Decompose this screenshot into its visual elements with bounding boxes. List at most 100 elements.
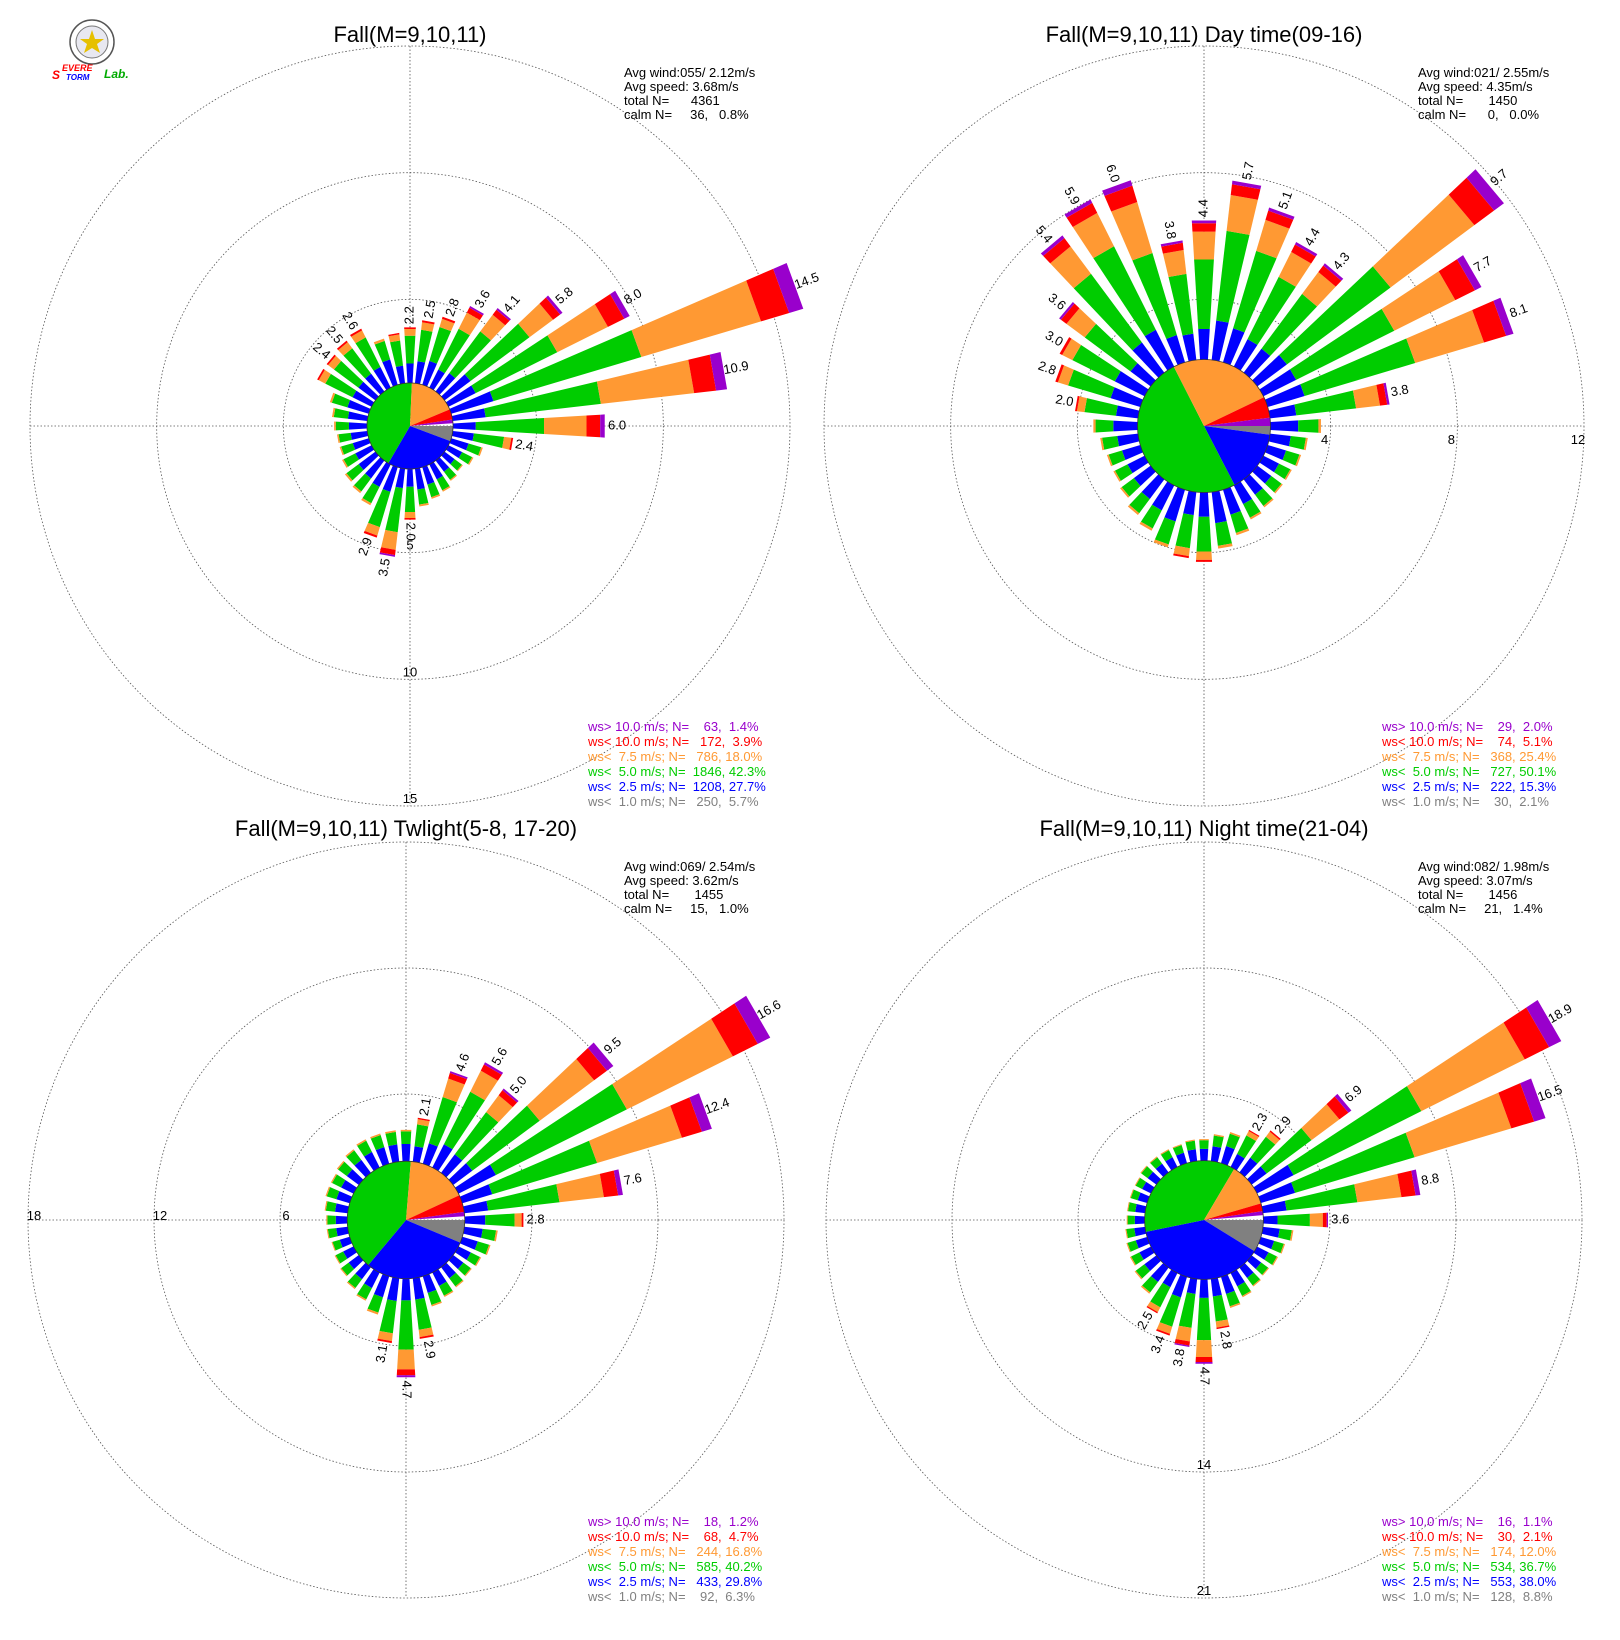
direction-bar-segment (466, 1252, 480, 1266)
bar-total-label: 8.0 (621, 285, 644, 307)
direction-bar-segment (1114, 371, 1149, 397)
direction-bar-segment (484, 381, 601, 418)
direction-bar-segment (556, 1173, 604, 1203)
legend-entry: ws> 10.0 m/s; N= 16, 1.1% (1381, 1514, 1553, 1529)
direction-bar-segment (442, 486, 451, 492)
direction-bar-segment (1093, 419, 1096, 433)
direction-bar-segment (1174, 1338, 1190, 1346)
direction-bar-segment (1135, 1203, 1147, 1214)
direction-bar-segment (1231, 180, 1262, 190)
direction-bar-segment (1140, 1285, 1151, 1294)
direction-bar-segment (1230, 1269, 1245, 1287)
direction-bar-segment (1291, 1132, 1415, 1193)
bar-total-label: 5.6 (488, 1045, 510, 1068)
bar-total-label: 5.0 (507, 1073, 530, 1096)
direction-bar-segment (382, 465, 398, 492)
direction-bar-segment (1239, 1263, 1254, 1279)
direction-bar-segment (1265, 210, 1294, 229)
direction-bar-segment (1262, 1267, 1270, 1276)
direction-bar-segment (1352, 384, 1381, 409)
bar-total-label: 2.3 (1248, 1110, 1270, 1133)
direction-bar-segment (1230, 184, 1261, 200)
direction-bar-segment (336, 1226, 349, 1237)
direction-bar-segment (381, 529, 398, 550)
direction-bar-segment (355, 1262, 371, 1280)
direction-bar-segment (1196, 1297, 1212, 1341)
pie-outline (366, 382, 454, 470)
bar-total-label: 2.0 (1054, 391, 1074, 409)
pie-slice (1204, 1168, 1262, 1220)
stats-total: total N= 1456 (1418, 887, 1517, 902)
direction-bar-segment (1102, 436, 1119, 450)
ring-label: 4 (1321, 432, 1328, 447)
bar-total-label: 2.0 (404, 523, 419, 541)
direction-bar-segment (325, 373, 357, 398)
direction-bar-segment (545, 295, 563, 315)
bar-total-label: 3.8 (1162, 220, 1180, 240)
direction-bar-segment (337, 1161, 353, 1176)
legend-entry: ws< 1.0 m/s; N= 30, 2.1% (1381, 794, 1549, 809)
direction-bar-segment (1237, 1135, 1257, 1159)
direction-bar-segment (1135, 1236, 1150, 1249)
bar-total-label: 14.5 (792, 269, 821, 292)
direction-bar-segment (1222, 328, 1245, 365)
direction-bar-segment (481, 1228, 497, 1242)
direction-bar-segment (463, 1226, 483, 1238)
direction-bar-segment (496, 308, 511, 321)
direction-bar-segment (1072, 212, 1114, 259)
direction-bar-segment (1493, 297, 1514, 336)
pie-slice (368, 1220, 461, 1279)
direction-bar-segment (388, 1144, 400, 1163)
panel-title: Fall(M=9,10,11) (333, 22, 486, 47)
direction-bar-segment (357, 1283, 372, 1300)
logo-text-severe: EVERE (62, 63, 94, 73)
direction-bar-segment (346, 1281, 356, 1290)
direction-bar-segment (406, 363, 414, 384)
direction-bar-segment (455, 1280, 464, 1288)
direction-bar-segment (421, 322, 435, 332)
stats-avg-speed: Avg speed: 3.62m/s (624, 873, 739, 888)
direction-bar-segment (325, 1201, 337, 1212)
stats-avg-speed: Avg speed: 4.35m/s (1418, 79, 1533, 94)
direction-bar-segment (332, 1174, 346, 1188)
direction-bar-segment (350, 430, 369, 440)
direction-bar-segment (329, 392, 336, 403)
direction-bar-segment (1139, 521, 1153, 531)
direction-bar-segment (1354, 1173, 1402, 1203)
direction-bar-segment (1066, 308, 1097, 338)
direction-bar-segment (1199, 1148, 1209, 1161)
direction-bar-segment (492, 309, 510, 326)
direction-bar-segment (396, 1369, 416, 1376)
direction-bar-segment (419, 1334, 434, 1339)
direction-bar-segment (1295, 454, 1302, 467)
direction-bar-segment (1160, 1150, 1173, 1162)
direction-bar-segment (1406, 1022, 1525, 1112)
direction-bar-segment (1178, 1292, 1196, 1328)
legend-entry: ws< 2.5 m/s; N= 222, 15.3% (1381, 779, 1557, 794)
direction-bar-segment (1146, 1306, 1158, 1314)
direction-bar-segment (450, 459, 462, 471)
direction-bar-segment (1250, 1136, 1276, 1164)
direction-bar-segment (1141, 1166, 1153, 1179)
direction-bar-segment (431, 1301, 442, 1307)
direction-bar-segment (1438, 259, 1475, 301)
bar-total-label: 8.8 (1420, 1170, 1440, 1188)
direction-bar-segment (1075, 395, 1080, 412)
ring-label: 10 (403, 664, 417, 679)
direction-bar-segment (1134, 1215, 1145, 1225)
bar-total-label: 7.7 (1471, 253, 1494, 275)
direction-bar-segment (361, 498, 372, 506)
bar-total-label: 2.5 (323, 323, 346, 346)
direction-bar-segment (333, 360, 364, 388)
bar-total-label: 9.5 (601, 1034, 624, 1057)
direction-bar-segment (518, 303, 554, 338)
direction-bar-segment (1242, 1291, 1252, 1298)
direction-bar-segment (390, 340, 404, 367)
direction-bar-segment (439, 318, 455, 332)
direction-bar-segment (1211, 320, 1229, 362)
bar-total-label: 2.8 (527, 1211, 545, 1226)
direction-bar-segment (401, 1144, 411, 1162)
direction-bar-segment (1252, 354, 1287, 387)
direction-bar-segment (1261, 293, 1318, 356)
